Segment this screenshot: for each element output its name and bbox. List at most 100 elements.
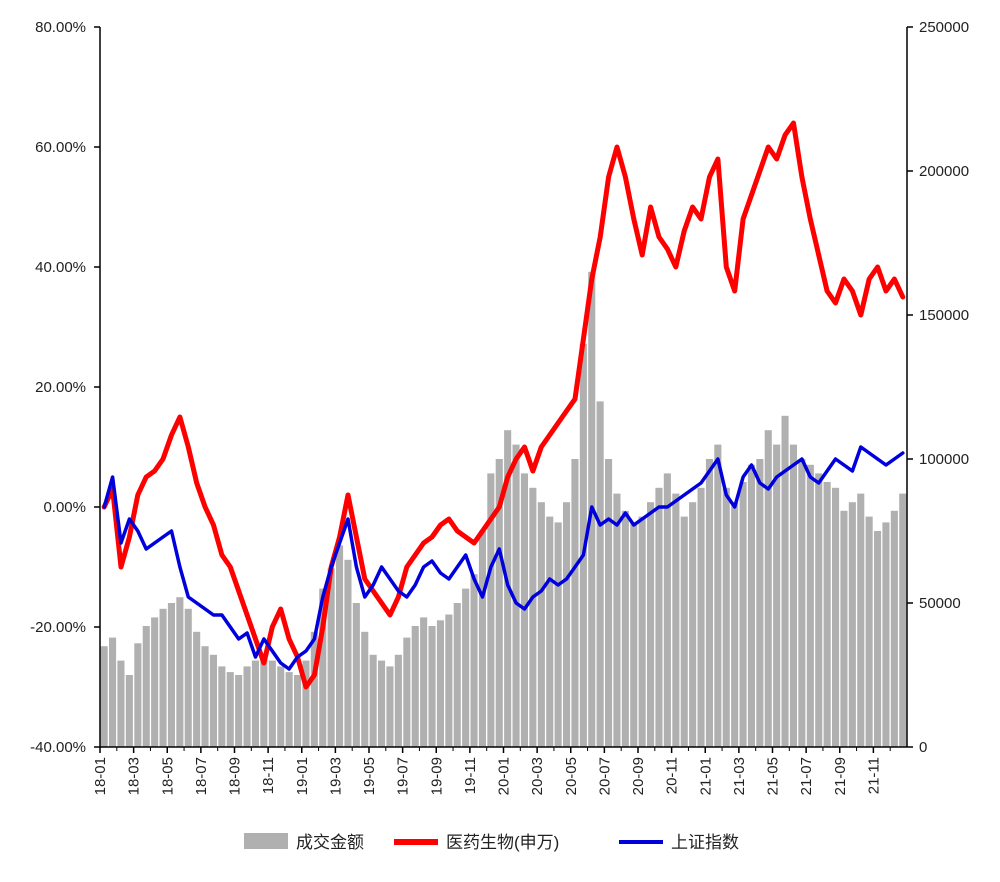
left-tick-label: 60.00%: [35, 139, 86, 156]
volume-bar: [117, 660, 125, 747]
left-tick-label: -20.00%: [30, 619, 86, 636]
legend-item: 医药生物(申万): [394, 833, 559, 852]
volume-bar: [420, 617, 428, 747]
volume-bar: [781, 415, 789, 747]
volume-bar: [512, 444, 520, 747]
line-series: [101, 120, 906, 690]
volume-bar: [529, 487, 537, 747]
volume-bar: [352, 603, 360, 747]
volume-bar: [369, 654, 377, 747]
right-tick-label: 250000: [919, 19, 969, 36]
volume-bar: [268, 660, 276, 747]
volume-bar: [209, 654, 217, 747]
x-tick-label: 19-09: [428, 757, 445, 795]
volume-bar: [806, 464, 814, 747]
right-tick-label: 0: [919, 739, 927, 756]
volume-bar: [621, 510, 629, 747]
volume-bar: [462, 588, 470, 747]
left-tick-label: 40.00%: [35, 259, 86, 276]
volume-bar: [546, 516, 554, 747]
volume-bar: [319, 588, 327, 747]
x-tick-label: 18-09: [227, 757, 244, 795]
volume-bar: [487, 473, 495, 747]
volume-bar: [260, 654, 268, 747]
volume-bar: [630, 522, 638, 747]
volume-bar: [470, 574, 478, 747]
shanghai-index-line: [102, 445, 905, 671]
volume-bar: [747, 464, 755, 747]
volume-bar: [840, 510, 848, 747]
volume-bar: [251, 660, 259, 747]
right-tick-label: 200000: [919, 163, 969, 180]
x-tick-label: 21-03: [731, 757, 748, 795]
left-tick-label: 80.00%: [35, 19, 86, 36]
x-tick-label: 21-11: [865, 757, 882, 794]
legend-item: 成交金额: [244, 833, 364, 852]
volume-bar: [832, 487, 840, 747]
volume-bar: [647, 502, 655, 747]
volume-bar: [554, 522, 562, 747]
volume-bar: [857, 493, 865, 747]
x-tick-label: 20-07: [596, 757, 613, 795]
volume-bar: [789, 444, 797, 747]
volume-bar: [823, 482, 831, 747]
volume-bar: [243, 666, 251, 747]
volume-bar: [899, 493, 907, 747]
volume-bar: [411, 626, 419, 747]
legend-item: 上证指数: [619, 833, 739, 852]
x-tick-label: 19-03: [327, 757, 344, 795]
volume-bar: [167, 603, 175, 747]
legend-label: 上证指数: [671, 833, 739, 852]
volume-bar: [142, 626, 150, 747]
x-tick-label: 18-07: [193, 757, 210, 795]
volume-bar: [663, 473, 671, 747]
legend-label: 医药生物(申万): [446, 833, 559, 852]
volume-bar: [361, 631, 369, 747]
volume-bar: [478, 531, 486, 747]
volume-bar: [697, 487, 705, 747]
volume-bar: [848, 502, 856, 747]
volume-bar: [327, 568, 335, 747]
volume-bar: [151, 617, 159, 747]
volume-bar: [336, 545, 344, 747]
volume-bar: [495, 459, 503, 747]
x-tick-label: 20-01: [496, 757, 513, 795]
volume-bar: [378, 660, 386, 747]
volume-bar: [739, 482, 747, 747]
x-tick-label: 21-01: [697, 757, 714, 795]
volume-bar: [218, 666, 226, 747]
volume-bar: [125, 675, 133, 747]
left-tick-label: 20.00%: [35, 379, 86, 396]
x-tick-label: 19-11: [462, 757, 479, 794]
volume-bar: [756, 459, 764, 747]
volume-bar: [798, 459, 806, 747]
volume-bar: [184, 608, 192, 747]
left-tick-label: -40.00%: [30, 739, 86, 756]
x-tick-label: 19-07: [395, 757, 412, 795]
volume-bar: [134, 643, 142, 747]
volume-bar: [773, 444, 781, 747]
volume-bar: [596, 401, 604, 747]
volume-bar: [731, 502, 739, 747]
volume-bar: [655, 487, 663, 747]
volume-bar: [865, 516, 873, 747]
volume-bar: [714, 444, 722, 747]
x-tick-label: 19-05: [361, 757, 378, 795]
volume-bar: [277, 666, 285, 747]
x-tick-label: 20-09: [630, 757, 647, 795]
x-tick-label: 18-01: [92, 757, 109, 795]
pharma-index-line: [101, 120, 906, 690]
x-tick-label: 21-05: [765, 757, 782, 795]
volume-bar: [344, 559, 352, 747]
volume-bar: [680, 516, 688, 747]
volume-bar: [722, 487, 730, 747]
volume-bar: [436, 620, 444, 747]
volume-bar: [109, 637, 117, 747]
volume-bar: [235, 675, 243, 747]
volume-bar: [874, 531, 882, 747]
right-tick-label: 50000: [919, 595, 961, 612]
volume-bar: [294, 675, 302, 747]
x-tick-label: 20-11: [664, 757, 681, 794]
right-tick-label: 100000: [919, 451, 969, 468]
